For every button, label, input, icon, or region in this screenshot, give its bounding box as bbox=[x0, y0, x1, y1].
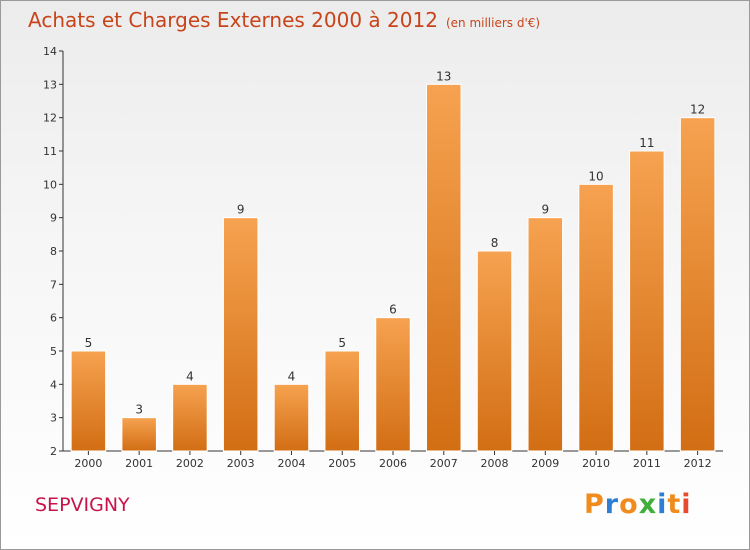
y-tick-label: 8 bbox=[50, 245, 57, 258]
bar-2005 bbox=[324, 350, 360, 452]
data-label: 4 bbox=[288, 369, 296, 383]
x-tick-label: 2008 bbox=[481, 457, 509, 470]
bar-2011 bbox=[629, 150, 665, 452]
x-tick-label: 2011 bbox=[633, 457, 661, 470]
logo-letter: P bbox=[584, 489, 605, 520]
y-tick-label: 14 bbox=[43, 45, 57, 58]
data-label: 11 bbox=[639, 136, 654, 150]
logo-letter: i bbox=[681, 489, 692, 520]
bar-2002 bbox=[172, 383, 208, 452]
bar-2003 bbox=[222, 217, 259, 452]
data-label: 8 bbox=[491, 236, 499, 250]
x-tick-label: 2009 bbox=[531, 457, 559, 470]
x-tick-label: 2000 bbox=[74, 457, 102, 470]
x-tick-label: 2001 bbox=[125, 457, 153, 470]
data-label: 9 bbox=[541, 203, 549, 217]
logo-letter: t bbox=[667, 489, 682, 520]
y-tick-label: 13 bbox=[43, 78, 57, 91]
bar-2010 bbox=[578, 183, 614, 452]
bar-2000 bbox=[70, 350, 107, 452]
data-label: 13 bbox=[436, 69, 451, 83]
x-tick-label: 2002 bbox=[176, 457, 204, 470]
bar-2012 bbox=[679, 117, 716, 452]
x-tick-label: 2007 bbox=[430, 457, 458, 470]
logo-letter: x bbox=[638, 489, 658, 520]
proxiti-logo[interactable]: Proxiti bbox=[584, 489, 692, 520]
bar-2006 bbox=[375, 317, 411, 452]
x-tick-label: 2005 bbox=[328, 457, 356, 470]
y-tick-label: 5 bbox=[50, 345, 57, 358]
data-label: 9 bbox=[237, 203, 245, 217]
data-label: 6 bbox=[389, 303, 397, 317]
bar-2009 bbox=[527, 217, 564, 452]
y-tick-label: 9 bbox=[50, 212, 57, 225]
x-tick-label: 2006 bbox=[379, 457, 407, 470]
x-tick-label: 2003 bbox=[227, 457, 255, 470]
y-tick-label: 2 bbox=[50, 445, 57, 458]
data-label: 10 bbox=[588, 169, 603, 183]
logo-letter: o bbox=[619, 489, 639, 520]
y-tick-label: 6 bbox=[50, 312, 57, 325]
bar-2008 bbox=[476, 250, 513, 452]
y-tick-label: 10 bbox=[43, 178, 57, 191]
logo-letter: r bbox=[604, 489, 620, 520]
bar-2007 bbox=[426, 83, 462, 452]
y-tick-label: 12 bbox=[43, 112, 57, 125]
data-label: 3 bbox=[135, 403, 143, 417]
bar-2004 bbox=[273, 383, 310, 452]
bar-2001 bbox=[121, 417, 157, 452]
data-label: 4 bbox=[186, 369, 194, 383]
y-tick-label: 3 bbox=[50, 412, 57, 425]
chart-title-text: Achats et Charges Externes 2000 à 2012 bbox=[28, 8, 438, 32]
logo-letter: i bbox=[657, 489, 668, 520]
chart-title: Achats et Charges Externes 2000 à 2012 (e… bbox=[28, 8, 540, 32]
x-tick-label: 2012 bbox=[684, 457, 712, 470]
commune-name: SEPVIGNY bbox=[35, 494, 130, 516]
y-tick-label: 11 bbox=[43, 145, 57, 158]
data-label: 5 bbox=[338, 336, 346, 350]
x-tick-label: 2010 bbox=[582, 457, 610, 470]
y-tick-label: 4 bbox=[50, 378, 57, 391]
data-label: 12 bbox=[690, 103, 705, 117]
x-tick-label: 2004 bbox=[277, 457, 305, 470]
y-tick-label: 7 bbox=[50, 278, 57, 291]
data-label: 5 bbox=[85, 336, 93, 350]
chart-subtitle: (en milliers d'€) bbox=[445, 16, 541, 30]
